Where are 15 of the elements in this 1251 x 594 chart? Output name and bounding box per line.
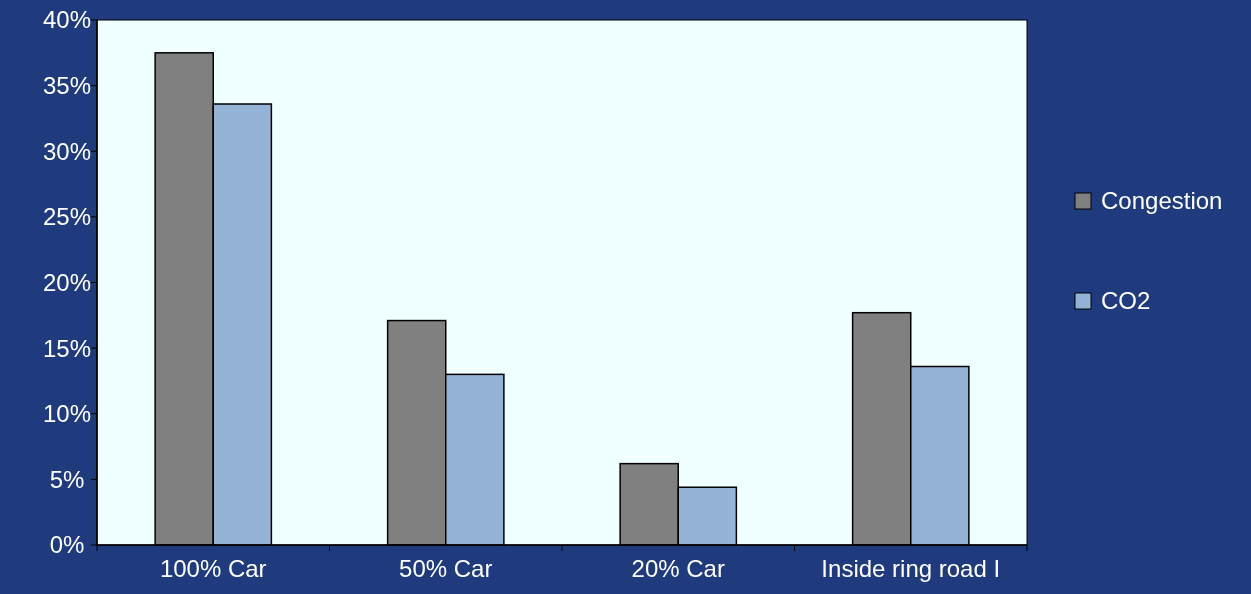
y-tick-label: 15% (42, 334, 92, 362)
y-tick-label: 35% (42, 72, 92, 100)
x-tick-label: 50% Car (399, 555, 493, 582)
y-tick-label: 10% (42, 400, 92, 428)
x-tick-label: 20% Car (631, 555, 725, 582)
y-tick-label: 20% (42, 268, 92, 296)
y-tick-label: 5% (49, 465, 85, 493)
legend-label: CO2 (1101, 287, 1151, 315)
legend-label: Congestion (1101, 187, 1223, 215)
x-tick-label: Inside ring road I (821, 555, 1001, 582)
y-tick-label: 0% (49, 531, 85, 559)
y-tick-label: 30% (42, 137, 92, 165)
y-tick-label: 40% (42, 6, 92, 34)
y-tick-label: 25% (42, 203, 92, 231)
x-tick-label: 100% Car (159, 555, 267, 582)
